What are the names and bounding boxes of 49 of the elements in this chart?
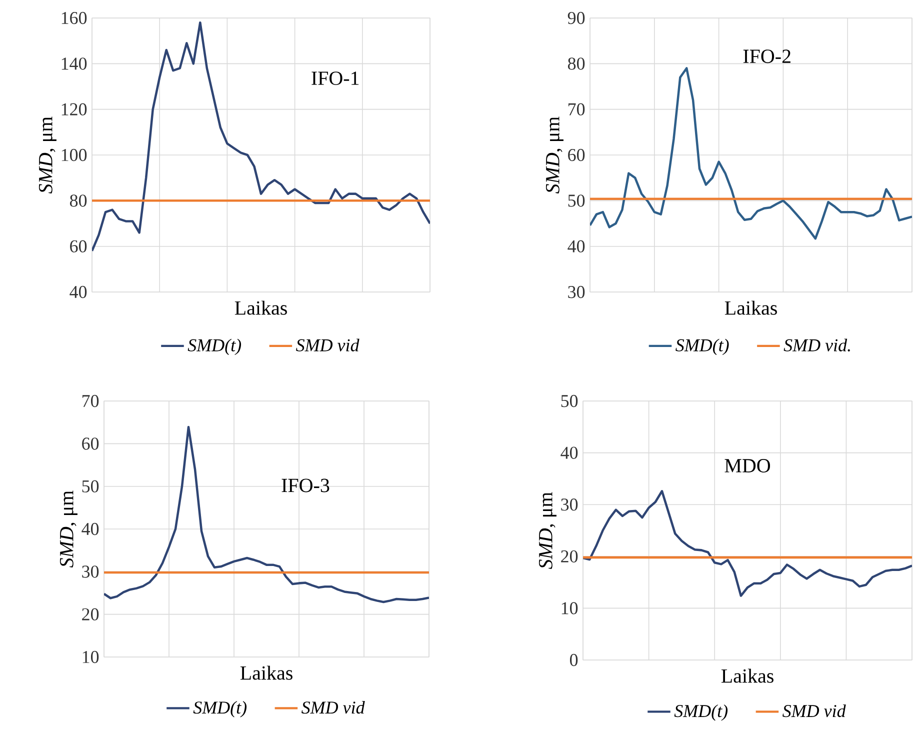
y-tick-label: 40 [82, 522, 99, 536]
y-tick-label: 50 [82, 480, 99, 492]
text: IFO-1 [312, 72, 359, 85]
y-tick-label: 10 [562, 602, 578, 614]
y-tick-label: 50 [568, 194, 585, 207]
x-axis-title: Laikas [721, 668, 774, 683]
text: MDO [724, 459, 770, 472]
y-tick-label: 60 [70, 240, 87, 252]
legend-label: SMD(t) [193, 701, 247, 718]
y-tick-label: 70 [568, 103, 585, 116]
legend-label: SMD vid [302, 701, 365, 714]
line-series [104, 426, 429, 604]
y-axis-title: SMD, μm [546, 116, 564, 194]
y-tick-label: 40 [70, 286, 87, 298]
y-tick-label: 20 [561, 550, 578, 562]
x-axis-title: Laikas [240, 666, 292, 680]
y-tick-label: 140 [62, 58, 87, 70]
y-tick-label: 120 [62, 103, 87, 116]
legend-label: SMD(t) [674, 704, 728, 721]
y-tick-label: 100 [62, 148, 87, 162]
legend-label: SMD vid. [784, 338, 850, 352]
y-tick-label: 80 [70, 194, 87, 207]
y-tick-label: 20 [82, 608, 99, 620]
x-axis-title: Laikas [724, 300, 777, 315]
legend-label: SMD vid [296, 338, 360, 352]
y-tick-label: 10 [82, 650, 99, 664]
x-axis-title: Laikas [234, 300, 287, 315]
legend-label: SMD vid [782, 704, 846, 718]
y-tick-label: 30 [82, 566, 99, 578]
y-axis-title: SMD, μm [38, 116, 56, 194]
y-tick-label: 30 [568, 286, 585, 298]
y-tick-label: 50 [561, 394, 578, 408]
legend-label: SMD(t) [188, 338, 242, 356]
y-tick-label: 160 [62, 12, 87, 24]
y-tick-label: 90 [568, 12, 585, 24]
text: IFO-2 [743, 50, 790, 64]
text: IFO-3 [282, 478, 330, 492]
y-axis-title: SMD, μm [60, 490, 78, 568]
y-tick-label: 30 [561, 498, 578, 511]
y-tick-label: 0 [570, 654, 578, 666]
y-tick-label: 40 [568, 240, 585, 252]
y-tick-label: 40 [560, 446, 578, 459]
y-tick-label: 60 [568, 148, 585, 162]
y-tick-label: 70 [82, 394, 99, 408]
line-series [583, 490, 912, 597]
legend-label: SMD(t) [676, 338, 729, 356]
y-tick-label: 60 [82, 438, 99, 450]
y-tick-label: 80 [568, 58, 585, 70]
y-axis-title: SMD, μm [538, 492, 556, 569]
